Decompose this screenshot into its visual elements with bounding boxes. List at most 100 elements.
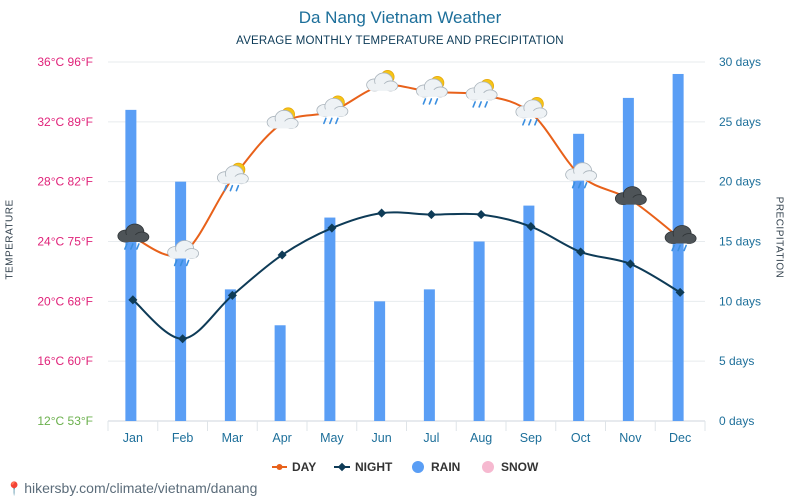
rain-drop [323, 117, 327, 125]
legend-snow-label: SNOW [501, 460, 539, 474]
rain-drop [671, 244, 675, 252]
night-temperature-line [132, 211, 681, 340]
rain-drop [130, 243, 134, 250]
rain-drop [677, 244, 681, 252]
map-pin-icon: 📍 [6, 481, 23, 496]
temperature-tick-label: 28°C 82°F [37, 175, 93, 189]
rain-drop [434, 98, 439, 105]
month-label-oct: Oct [571, 431, 591, 445]
rain-drop [478, 101, 482, 108]
rain-cloud-icon [565, 162, 598, 189]
legend-rain-marker [412, 461, 424, 473]
precipitation-tick-label: 30 days [719, 55, 761, 69]
cloud-part [517, 110, 545, 118]
source-link-text: hikersby.com/climate/vietnam/danang [24, 480, 258, 496]
temperature-tick-label: 32°C 89°F [37, 115, 93, 129]
rain-sun-icon [415, 76, 448, 105]
legend-day-marker [276, 464, 283, 470]
cloud-part [169, 251, 197, 259]
rain-cloud-dark-icon [117, 223, 150, 250]
cloud-part [617, 197, 645, 205]
night-point-mar [227, 290, 237, 300]
rain-drop [683, 244, 687, 252]
month-label-may: May [320, 431, 344, 445]
rain-cloud-icon [167, 240, 200, 267]
cloud-part [667, 236, 695, 244]
sun-cloud-icon [266, 107, 299, 129]
legend-snow-marker [482, 461, 494, 473]
temperature-tick-label: 16°C 60°F [37, 354, 93, 368]
rain-sun-icon [216, 162, 249, 192]
month-label-jun: Jun [372, 431, 392, 445]
legend-night-label: NIGHT [355, 460, 393, 474]
chart-title: Da Nang Vietnam Weather [298, 8, 502, 27]
rain-drop [522, 119, 526, 126]
rain-bar-mar [224, 289, 236, 421]
night-point-apr [277, 250, 287, 260]
cloud-part [368, 83, 396, 91]
night-point-aug [476, 210, 486, 220]
rain-drop [422, 98, 427, 105]
month-label-nov: Nov [619, 431, 642, 445]
month-label-jul: Jul [423, 431, 439, 445]
rain-drop [136, 243, 140, 250]
rain-drop [179, 259, 184, 267]
rain-bar-feb [175, 181, 187, 421]
legend-day-label: DAY [292, 460, 316, 474]
month-label-sep: Sep [520, 431, 542, 445]
rain-bar-jul [423, 289, 435, 421]
dark-cloud-icon [614, 186, 647, 206]
precipitation-tick-label: 20 days [719, 175, 761, 189]
cloud-part [567, 173, 595, 181]
temperature-tick-label: 24°C 75°F [37, 235, 93, 249]
precipitation-tick-label: 25 days [719, 115, 761, 129]
night-point-jul [426, 210, 436, 220]
rain-drop [173, 259, 178, 267]
rain-bar-sep [523, 205, 535, 421]
rain-drop [534, 119, 538, 126]
month-label-aug: Aug [470, 431, 492, 445]
rain-drop [223, 184, 228, 192]
rain-drop [472, 101, 476, 108]
day-temperature-line [132, 84, 681, 257]
cloud-part [269, 121, 297, 129]
rain-bar-dec [672, 73, 684, 421]
temperature-tick-label: 36°C 96°F [37, 55, 93, 69]
rain-drop [583, 181, 588, 189]
chart-legend: DAY NIGHT RAIN SNOW [272, 460, 539, 474]
rain-drop [229, 184, 234, 192]
month-label-dec: Dec [669, 431, 691, 445]
rain-drop [571, 181, 576, 189]
month-label-apr: Apr [272, 431, 291, 445]
night-point-jan [128, 295, 138, 305]
legend-night-marker [337, 462, 347, 472]
rain-drop [428, 98, 433, 105]
rain-sun-icon [465, 79, 498, 108]
sun-cloud-icon [366, 70, 399, 92]
rain-drop [185, 259, 190, 267]
rain-drop [484, 101, 488, 108]
rain-bar-nov [622, 97, 634, 422]
night-point-feb [178, 334, 188, 344]
precipitation-tick-label: 15 days [719, 235, 761, 249]
rain-drop [235, 184, 240, 192]
temperature-tick-label: 12°C 53°F [37, 414, 93, 428]
temperature-tick-label: 20°C 68°F [37, 294, 93, 308]
month-label-mar: Mar [222, 431, 244, 445]
rain-bar-aug [473, 241, 485, 421]
rain-drop [124, 243, 128, 250]
precipitation-tick-label: 5 days [719, 354, 754, 368]
cloud-part [418, 89, 446, 97]
rain-sun-icon [515, 96, 548, 126]
rain-bar-oct [573, 133, 585, 422]
rain-bar-may [324, 217, 336, 421]
rain-bar-jan [125, 109, 137, 421]
chart-subtitle: AVERAGE MONTHLY TEMPERATURE AND PRECIPIT… [236, 35, 564, 47]
rain-cloud-dark-icon [664, 225, 697, 252]
month-label-jan: Jan [123, 431, 143, 445]
source-link[interactable]: 📍 hikersby.com/climate/vietnam/danang [6, 480, 257, 497]
legend-rain-label: RAIN [431, 460, 460, 474]
cloud-part [219, 176, 247, 184]
